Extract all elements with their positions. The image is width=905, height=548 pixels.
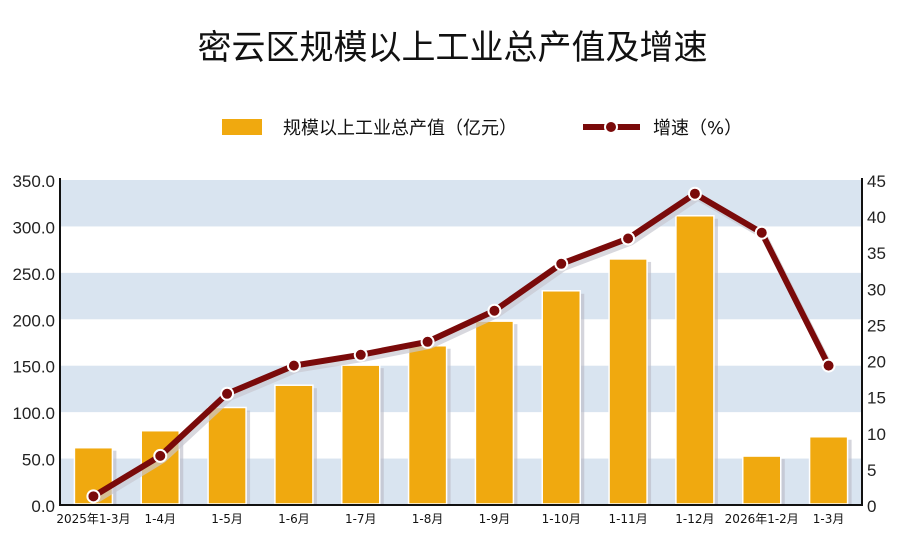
x-tick-label: 1-12月 — [675, 512, 714, 526]
line-point — [687, 186, 702, 201]
right-tick-label: 40 — [867, 208, 886, 227]
right-tick-label: 5 — [867, 461, 876, 480]
legend-bar-label: 规模以上工业总产值（亿元） — [283, 118, 517, 139]
legend-line-marker — [604, 120, 618, 134]
x-tick-label: 1-8月 — [412, 512, 444, 526]
bar — [675, 215, 715, 505]
growth-line — [91, 190, 832, 499]
right-tick-label: 10 — [867, 425, 886, 444]
bar — [608, 258, 648, 505]
left-tick-label: 200.0 — [12, 311, 55, 330]
line-point — [353, 347, 368, 362]
chart-title: 密云区规模以上工业总产值及增速 — [197, 28, 708, 68]
right-tick-label: 0 — [867, 497, 876, 516]
line-point — [821, 358, 836, 373]
grid-band — [60, 272, 862, 320]
x-tick-label: 1-5月 — [211, 512, 243, 526]
left-tick-label: 100.0 — [12, 404, 55, 423]
right-tick-label: 35 — [867, 244, 886, 263]
x-tick-label: 2026年1-2月 — [725, 512, 799, 526]
line-point — [420, 334, 435, 349]
line-point — [86, 489, 101, 504]
x-tick-label: 1-3月 — [813, 512, 845, 526]
x-tick-label: 1-4月 — [144, 512, 176, 526]
line-point — [487, 303, 502, 318]
line-point — [286, 358, 301, 373]
left-tick-label: 50.0 — [22, 451, 55, 470]
right-tick-label: 45 — [867, 172, 886, 191]
line-point — [754, 225, 769, 240]
bar — [742, 455, 782, 505]
bar — [341, 364, 381, 505]
legend-line-label: 增速（%） — [653, 118, 742, 139]
grid-band — [60, 458, 862, 505]
x-tick-label: 1-9月 — [479, 512, 511, 526]
bar — [407, 345, 448, 505]
right-tick-label: 30 — [867, 280, 886, 299]
right-tick-label: 25 — [867, 316, 886, 335]
bar — [207, 406, 247, 505]
line-shadow — [94, 194, 835, 503]
grid-band — [60, 365, 862, 413]
left-tick-label: 350.0 — [12, 172, 55, 191]
bar — [474, 320, 515, 505]
left-tick-label: 150.0 — [12, 358, 55, 377]
x-tick-label: 2025年1-3月 — [56, 512, 130, 526]
x-tick-label: 1-11月 — [608, 512, 647, 526]
bar — [808, 436, 849, 505]
legend: 规模以上工业总产值（亿元） 增速（%） — [222, 118, 742, 139]
bar — [541, 290, 581, 505]
line-point — [220, 386, 235, 401]
x-tick-label: 1-10月 — [542, 512, 581, 526]
right-tick-label: 15 — [867, 389, 886, 408]
x-tick-label: 1-7月 — [345, 512, 377, 526]
right-tick-label: 20 — [867, 353, 886, 372]
legend-bar-swatch — [222, 119, 262, 135]
line-point — [153, 448, 168, 463]
left-tick-label: 300.0 — [12, 218, 55, 237]
left-tick-label: 250.0 — [12, 265, 55, 284]
line-point — [621, 231, 636, 246]
bar — [274, 384, 314, 505]
line-point — [554, 256, 569, 271]
left-tick-label: 0.0 — [31, 497, 55, 516]
x-tick-label: 1-6月 — [278, 512, 310, 526]
